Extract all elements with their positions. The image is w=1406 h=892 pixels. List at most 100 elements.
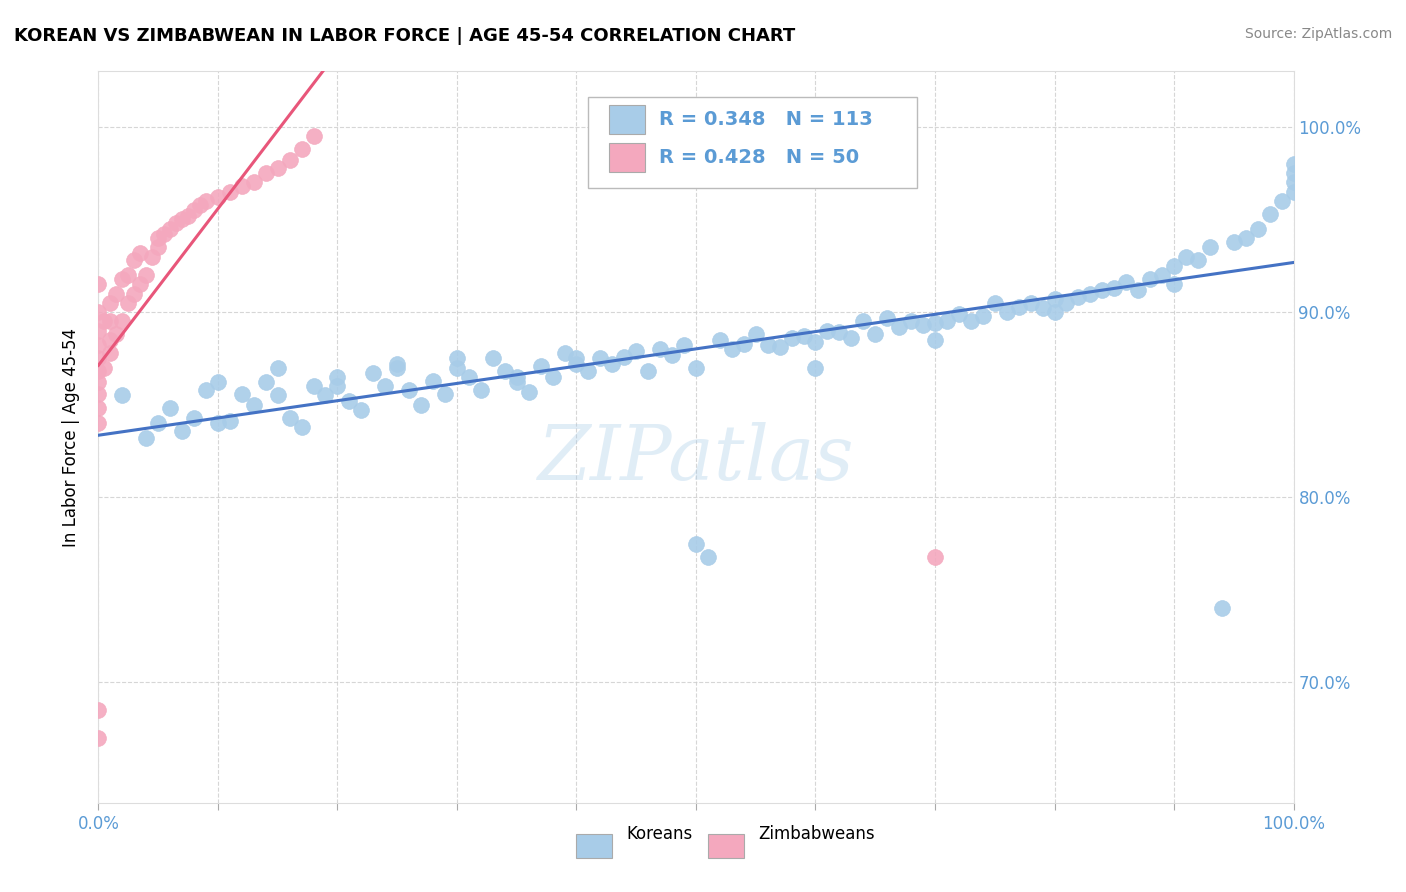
Point bbox=[291, 420, 314, 434]
Point bbox=[685, 360, 707, 375]
Point bbox=[995, 305, 1018, 319]
Point bbox=[117, 295, 139, 310]
Point bbox=[1187, 253, 1209, 268]
Text: Source: ZipAtlas.com: Source: ZipAtlas.com bbox=[1244, 27, 1392, 41]
Point bbox=[434, 386, 457, 401]
Point bbox=[302, 379, 325, 393]
Point bbox=[541, 370, 564, 384]
Point bbox=[98, 295, 122, 310]
Point bbox=[1282, 176, 1305, 190]
Point bbox=[1271, 194, 1294, 208]
Point bbox=[1104, 281, 1126, 295]
Point bbox=[1032, 301, 1054, 316]
Y-axis label: In Labor Force | Age 45-54: In Labor Force | Age 45-54 bbox=[62, 327, 80, 547]
Text: ZIPatlas: ZIPatlas bbox=[537, 422, 855, 496]
Point bbox=[111, 388, 134, 402]
Point bbox=[124, 253, 146, 268]
Point bbox=[422, 374, 444, 388]
Point bbox=[148, 231, 170, 245]
Point bbox=[93, 360, 115, 375]
Point bbox=[1080, 286, 1102, 301]
Point bbox=[267, 360, 290, 375]
Text: KOREAN VS ZIMBABWEAN IN LABOR FORCE | AGE 45-54 CORRELATION CHART: KOREAN VS ZIMBABWEAN IN LABOR FORCE | AG… bbox=[14, 27, 796, 45]
Point bbox=[613, 350, 636, 364]
Point bbox=[1139, 272, 1161, 286]
Point bbox=[315, 388, 337, 402]
Point bbox=[756, 338, 779, 352]
Point bbox=[243, 176, 266, 190]
Point bbox=[852, 314, 875, 328]
Text: R = 0.428   N = 50: R = 0.428 N = 50 bbox=[659, 148, 859, 167]
Point bbox=[98, 333, 122, 347]
Point bbox=[141, 250, 163, 264]
Point bbox=[661, 348, 683, 362]
Point bbox=[385, 360, 409, 375]
Point bbox=[243, 398, 266, 412]
Point bbox=[578, 364, 600, 378]
Point bbox=[936, 314, 959, 328]
Point bbox=[984, 295, 1007, 310]
Point bbox=[87, 731, 110, 745]
Point bbox=[87, 401, 110, 416]
Point bbox=[804, 360, 827, 375]
Point bbox=[172, 424, 194, 438]
Point bbox=[554, 346, 576, 360]
Point bbox=[494, 364, 516, 378]
Point bbox=[626, 343, 648, 358]
Point bbox=[219, 414, 242, 428]
Point bbox=[900, 314, 922, 328]
Point bbox=[948, 307, 970, 321]
Point bbox=[506, 370, 529, 384]
Point bbox=[135, 268, 157, 282]
Point bbox=[1211, 601, 1233, 615]
Point bbox=[1282, 157, 1305, 171]
Point bbox=[458, 370, 481, 384]
Point bbox=[254, 166, 277, 180]
Point bbox=[219, 185, 242, 199]
Point bbox=[1043, 292, 1066, 306]
Point bbox=[385, 357, 409, 371]
Text: Zimbabweans: Zimbabweans bbox=[758, 824, 875, 843]
Point bbox=[589, 351, 612, 366]
Point bbox=[153, 227, 176, 242]
Point bbox=[267, 388, 290, 402]
Bar bbox=[709, 834, 744, 858]
Point bbox=[291, 142, 314, 156]
Point bbox=[1258, 207, 1281, 221]
Text: Koreans: Koreans bbox=[627, 824, 693, 843]
Point bbox=[111, 314, 134, 328]
Point bbox=[815, 324, 838, 338]
Point bbox=[1008, 300, 1031, 314]
Point bbox=[648, 342, 672, 356]
Point bbox=[828, 326, 851, 340]
Point bbox=[733, 336, 755, 351]
Point bbox=[911, 318, 934, 332]
Point bbox=[87, 364, 110, 378]
Point bbox=[1019, 295, 1042, 310]
Point bbox=[105, 286, 128, 301]
Point bbox=[1247, 221, 1270, 235]
Point bbox=[87, 305, 110, 319]
Point bbox=[124, 286, 146, 301]
Point bbox=[339, 394, 361, 409]
Point bbox=[93, 314, 115, 328]
Point bbox=[207, 376, 229, 390]
Point bbox=[117, 268, 139, 282]
Point bbox=[302, 129, 325, 144]
Point bbox=[685, 536, 707, 550]
Point bbox=[129, 245, 152, 260]
Point bbox=[172, 212, 194, 227]
FancyBboxPatch shape bbox=[589, 97, 917, 188]
Point bbox=[177, 209, 200, 223]
Point bbox=[745, 327, 768, 342]
Point bbox=[398, 383, 420, 397]
Point bbox=[165, 216, 187, 230]
Point bbox=[135, 431, 157, 445]
Point bbox=[267, 161, 290, 175]
Point bbox=[231, 179, 253, 194]
Point bbox=[1163, 259, 1185, 273]
Point bbox=[363, 366, 385, 380]
Point bbox=[1115, 276, 1137, 290]
Point bbox=[183, 410, 205, 425]
Point bbox=[87, 351, 110, 366]
